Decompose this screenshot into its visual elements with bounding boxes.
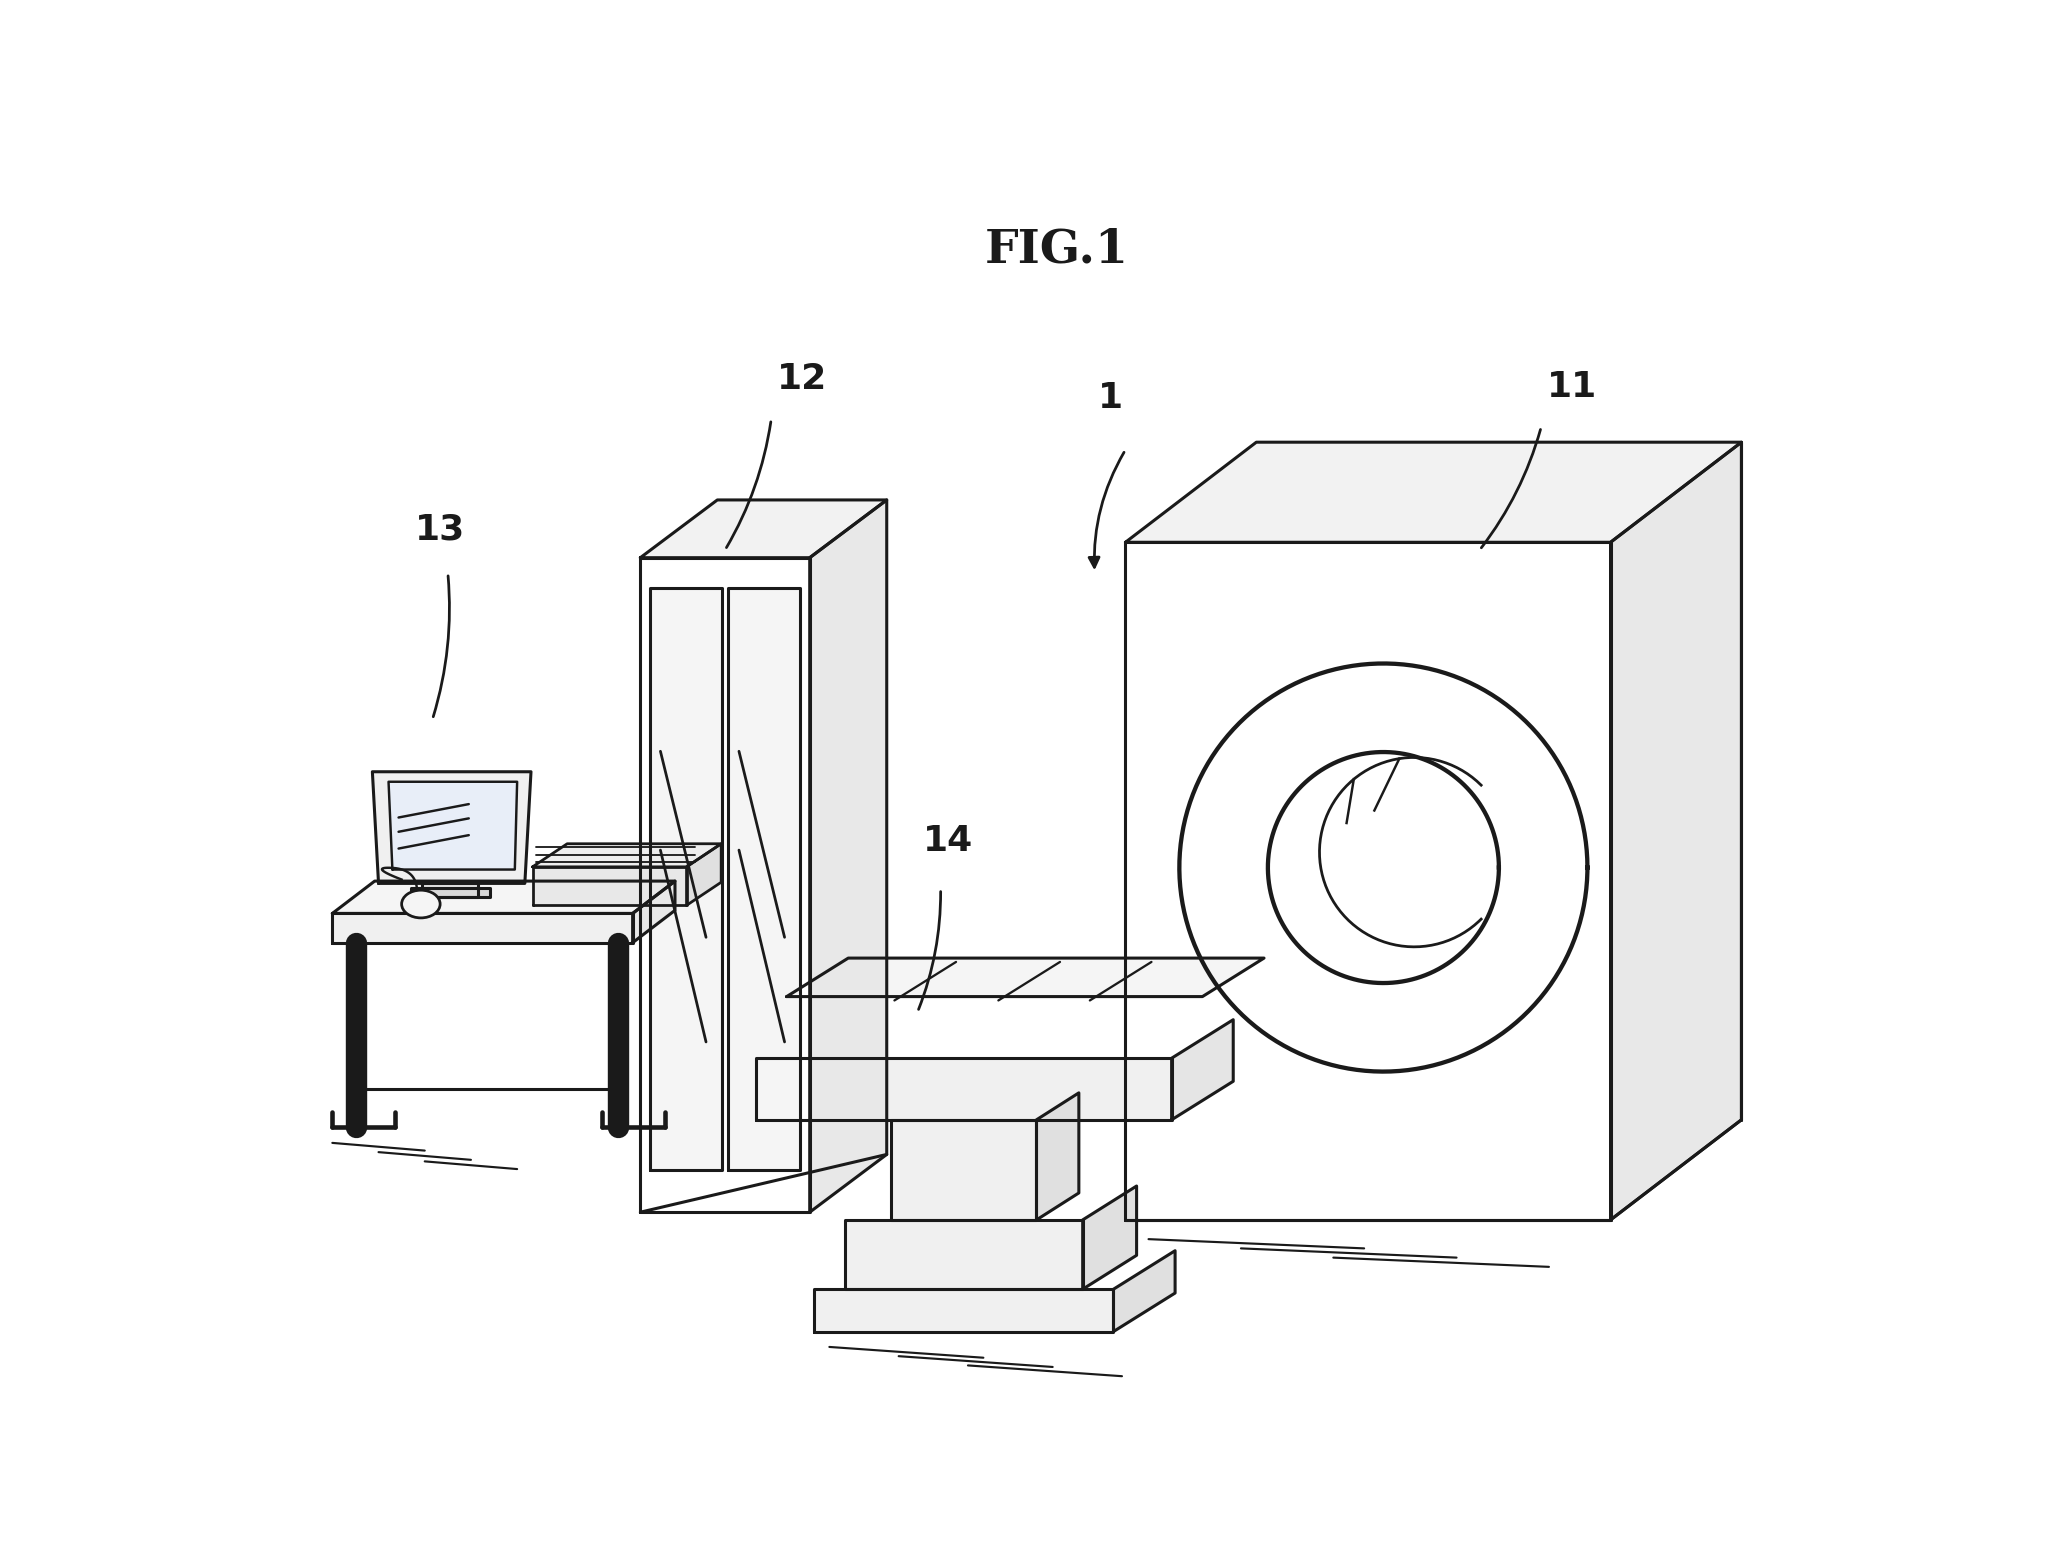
Polygon shape	[1126, 542, 1611, 1219]
Polygon shape	[532, 845, 722, 866]
Polygon shape	[786, 958, 1265, 996]
Polygon shape	[728, 588, 800, 1169]
Text: 13: 13	[415, 512, 466, 546]
Polygon shape	[388, 782, 518, 869]
Polygon shape	[755, 1058, 1172, 1119]
Text: 14: 14	[924, 824, 974, 859]
Polygon shape	[373, 771, 530, 884]
Text: 12: 12	[778, 362, 827, 396]
Polygon shape	[640, 557, 811, 1213]
Polygon shape	[411, 888, 489, 898]
Polygon shape	[1036, 1093, 1079, 1219]
Text: 11: 11	[1547, 370, 1597, 404]
Polygon shape	[633, 880, 675, 943]
Polygon shape	[650, 588, 722, 1169]
Polygon shape	[1083, 1186, 1137, 1289]
Polygon shape	[1114, 1250, 1176, 1332]
Polygon shape	[1172, 1019, 1234, 1119]
Text: 1: 1	[1098, 381, 1122, 415]
Polygon shape	[1611, 442, 1741, 1219]
Polygon shape	[844, 1219, 1083, 1289]
Polygon shape	[640, 500, 887, 557]
Polygon shape	[811, 500, 887, 1213]
Polygon shape	[332, 913, 633, 943]
Polygon shape	[532, 866, 687, 905]
Polygon shape	[891, 1119, 1036, 1219]
Polygon shape	[1126, 442, 1741, 542]
Polygon shape	[815, 1289, 1114, 1332]
Polygon shape	[423, 884, 479, 898]
Ellipse shape	[402, 890, 439, 918]
Polygon shape	[687, 845, 722, 905]
Polygon shape	[332, 880, 675, 913]
Text: FIG.1: FIG.1	[984, 226, 1128, 273]
